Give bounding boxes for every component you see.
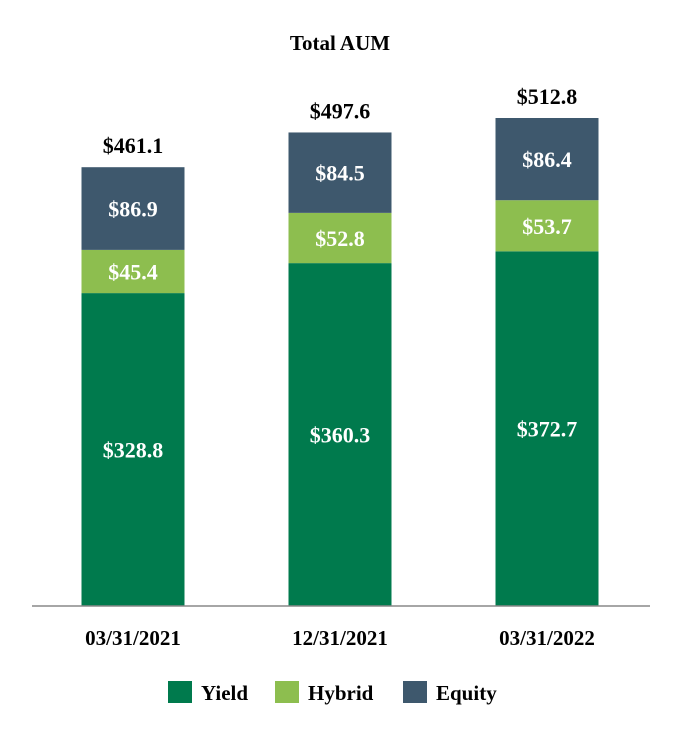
data-label-yield-2: $360.3 — [310, 423, 371, 448]
bar-yield-3 — [495, 251, 599, 606]
legend-label-yield: Yield — [201, 681, 248, 705]
bar-hybrid-2 — [288, 212, 392, 264]
bar-yield-1 — [81, 293, 185, 606]
data-label-equity-1: $86.9 — [108, 197, 158, 222]
data-label-hybrid-2: $52.8 — [315, 226, 365, 251]
data-label-equity-3: $86.4 — [522, 147, 572, 172]
legend-swatch-equity — [403, 681, 427, 703]
bar-equity-3 — [495, 118, 599, 201]
bar-equity-1 — [81, 167, 185, 250]
legend-label-equity: Equity — [436, 681, 497, 705]
total-label-3: $512.8 — [517, 84, 578, 109]
data-label-hybrid-3: $53.7 — [522, 214, 572, 239]
bar-equity-2 — [288, 132, 392, 213]
x-tick-label-3: 03/31/2022 — [499, 626, 595, 650]
data-label-hybrid-1: $45.4 — [108, 259, 158, 284]
bar-yield-2 — [288, 263, 392, 606]
x-tick-label-1: 03/31/2021 — [85, 626, 181, 650]
legend-label-hybrid: Hybrid — [308, 681, 374, 705]
bar-hybrid-3 — [495, 200, 599, 252]
total-label-1: $461.1 — [103, 133, 164, 158]
data-label-equity-2: $84.5 — [315, 161, 365, 186]
bar-hybrid-1 — [81, 249, 185, 294]
chart-title: Total AUM — [290, 31, 390, 55]
x-tick-label-2: 12/31/2021 — [292, 626, 388, 650]
data-label-yield-1: $328.8 — [103, 438, 164, 463]
legend: Yield Hybrid Equity — [168, 681, 497, 705]
x-tick-labels: 03/31/2021 12/31/2021 03/31/2022 — [85, 626, 595, 650]
legend-swatch-hybrid — [275, 681, 299, 703]
bars-group: $328.8 $45.4 $86.9 $461.1 $360.3 $52.8 $84.5 $4… — [81, 84, 599, 606]
legend-swatch-yield — [168, 681, 192, 703]
total-label-2: $497.6 — [310, 98, 371, 123]
data-label-yield-3: $372.7 — [517, 417, 578, 442]
